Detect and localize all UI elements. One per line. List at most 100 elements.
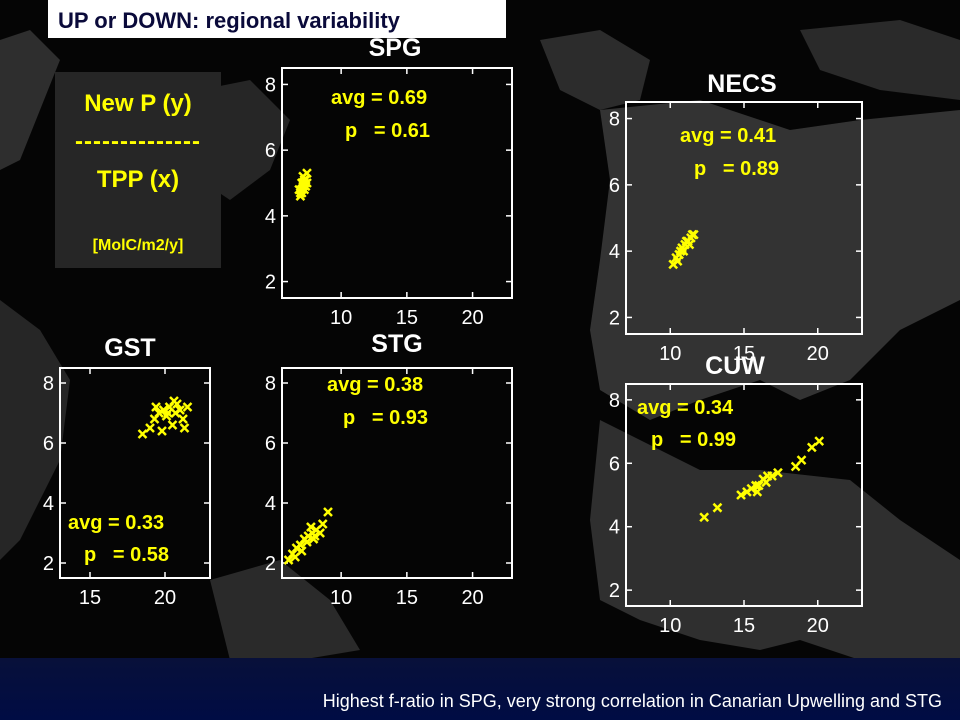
- marker-stroke: [752, 486, 763, 497]
- data-point: [294, 184, 304, 195]
- x-tick-label: 15: [733, 615, 755, 637]
- y-tick-label: 4: [43, 493, 54, 515]
- data-point: [137, 429, 148, 439]
- marker-stroke: [753, 480, 764, 491]
- data-point: [170, 408, 181, 418]
- stat-avg-spg: avg = 0.69: [331, 87, 428, 109]
- marker-stroke: [290, 552, 301, 562]
- legend-divider: --------------: [75, 128, 201, 155]
- marker-stroke: [761, 477, 772, 488]
- data-point: [687, 229, 698, 240]
- marker-stroke: [182, 402, 193, 412]
- chart-title-spg: SPG: [368, 34, 422, 62]
- marker-stroke: [684, 239, 695, 250]
- x-tick-label: 15: [396, 307, 418, 329]
- x-tick-label: 20: [807, 343, 829, 365]
- chart-title-cuw: CUW: [705, 352, 765, 380]
- stat-avg-cuw: avg = 0.34: [637, 397, 734, 419]
- marker-stroke: [167, 420, 178, 430]
- data-point: [699, 512, 710, 523]
- marker-stroke: [294, 184, 304, 195]
- legend-units: [MolC/m2/y]: [92, 237, 184, 254]
- marker-stroke: [178, 414, 188, 424]
- y-tick-label: 8: [609, 390, 620, 412]
- y-tick-label: 2: [609, 307, 620, 329]
- y-tick-label: 6: [609, 175, 620, 197]
- marker-stroke: [773, 467, 783, 478]
- y-tick-label: 8: [609, 109, 620, 131]
- chart-title-stg: STG: [371, 330, 423, 358]
- data-point: [761, 477, 772, 488]
- marker-stroke: [323, 507, 333, 517]
- y-tick-label: 6: [609, 453, 620, 475]
- data-point: [306, 522, 316, 532]
- data-point: [167, 420, 178, 430]
- slide-title: UP or DOWN: regional variability: [58, 8, 400, 33]
- x-tick-label: 20: [461, 587, 483, 609]
- data-point: [302, 537, 312, 547]
- stat-avg-necs: avg = 0.41: [680, 125, 777, 147]
- data-point: [317, 519, 328, 529]
- data-point: [172, 399, 182, 409]
- data-point: [773, 467, 783, 478]
- y-tick-label: 2: [265, 553, 276, 575]
- data-point: [796, 455, 807, 465]
- stat-p-stg: p = 0.93: [343, 407, 429, 429]
- chart-frame: [281, 67, 513, 299]
- marker-stroke: [672, 256, 683, 266]
- marker-stroke: [157, 426, 167, 436]
- marker-stroke: [170, 408, 181, 418]
- marker-stroke: [145, 423, 155, 433]
- chart-spg: 10 15 20 2 4 6 8: [265, 67, 513, 329]
- data-point: [712, 502, 723, 513]
- y-tick-label: 6: [265, 433, 276, 455]
- y-tick-label: 6: [43, 433, 54, 455]
- x-tick-label: 15: [396, 587, 418, 609]
- footer-caption: Highest f-ratio in SPG, very strong corr…: [322, 691, 942, 711]
- data-point: [736, 490, 746, 500]
- data-point: [675, 246, 686, 257]
- chart-title-necs: NECS: [707, 70, 777, 98]
- y-tick-label: 8: [265, 373, 276, 395]
- data-point: [323, 507, 333, 517]
- title-banner: [48, 0, 506, 38]
- x-tick-label: 15: [733, 343, 755, 365]
- stat-avg-stg: avg = 0.38: [327, 374, 424, 396]
- data-point: [157, 426, 167, 436]
- legend-y-label: New P (y): [84, 90, 192, 117]
- axis-legend-box: New P (y) -------------- TPP (x) [MolC/m…: [55, 72, 221, 268]
- data-point: [752, 486, 763, 497]
- data-point: [684, 239, 695, 250]
- marker-stroke: [796, 455, 807, 465]
- data-point: [672, 256, 683, 266]
- data-point: [178, 414, 188, 424]
- x-tick-label: 10: [659, 615, 681, 637]
- y-tick-label: 4: [265, 206, 276, 228]
- data-point: [283, 555, 294, 565]
- chart-frame: [59, 367, 211, 579]
- y-tick-label: 8: [265, 74, 276, 96]
- y-tick-label: 8: [43, 373, 54, 395]
- data-point: [806, 442, 817, 453]
- y-tick-label: 2: [265, 272, 276, 294]
- chart-necs: 10 15 20 2 4 6 8: [609, 101, 863, 365]
- x-tick-label: 20: [807, 615, 829, 637]
- marker-stroke: [736, 490, 746, 500]
- data-point: [308, 534, 319, 544]
- y-tick-label: 2: [43, 553, 54, 575]
- y-tick-label: 6: [265, 140, 276, 162]
- data-point: [151, 402, 161, 412]
- chart-title-gst: GST: [104, 334, 156, 362]
- stat-avg-gst: avg = 0.33: [68, 512, 165, 534]
- marker-stroke: [308, 534, 319, 544]
- x-tick-label: 10: [330, 587, 352, 609]
- marker-stroke: [151, 402, 161, 412]
- marker-stroke: [179, 423, 190, 433]
- chart-frame: [281, 367, 513, 579]
- data-point: [814, 436, 825, 446]
- marker-stroke: [806, 442, 817, 453]
- marker-stroke: [283, 555, 294, 565]
- y-tick-label: 2: [609, 580, 620, 602]
